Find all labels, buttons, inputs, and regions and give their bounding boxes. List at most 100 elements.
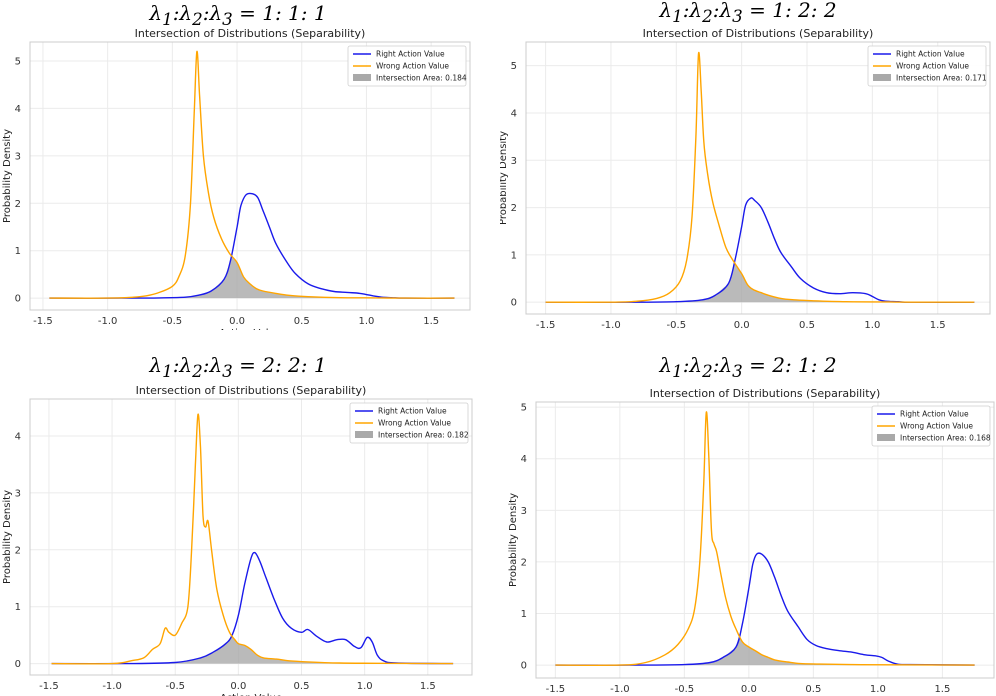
legend: Right Action Value Wrong Action Value Inte… bbox=[349, 402, 469, 444]
x-tick-label: -1.5 bbox=[546, 684, 566, 695]
chart-title: Intersection of Distributions (Separabil… bbox=[136, 384, 367, 397]
chart-svg: -1.5 -1.0 -0.5 0.0 0.5 1.0 1.5 0 1 2 3 4 5 Intersecti… bbox=[500, 27, 991, 330]
x-tick-label: -1.0 bbox=[102, 681, 122, 692]
intersection-area bbox=[545, 263, 975, 303]
x-tick-label: -0.5 bbox=[165, 681, 185, 692]
legend-right-label: Right Action Value bbox=[378, 407, 447, 416]
x-tick-label: 0.5 bbox=[294, 316, 310, 327]
wrong-action-line bbox=[545, 51, 975, 303]
chart-svg: -1.5 -1.0 -0.5 0.0 0.5 1.0 1.5 0 1 2 3 4 5 Intersecti… bbox=[2, 27, 471, 330]
chart-title: Intersection of Distributions (Separabil… bbox=[650, 387, 881, 400]
legend-intersection-swatch bbox=[355, 431, 373, 438]
legend-intersection-label: Intersection Area: 0.168 bbox=[900, 434, 991, 443]
x-axis-label: Action Value bbox=[219, 328, 281, 330]
y-tick-label: 1 bbox=[511, 250, 517, 261]
y-tick-label: 2 bbox=[521, 557, 527, 568]
legend-box bbox=[867, 45, 987, 87]
legend-right-label: Right Action Value bbox=[896, 50, 965, 59]
chart-svg: -1.5 -1.0 -0.5 0.0 0.5 1.0 1.5 0 1 2 3 4 Intersectio… bbox=[2, 384, 473, 696]
x-tick-label: -1.0 bbox=[610, 684, 630, 695]
x-tick-label: 1.5 bbox=[934, 684, 950, 695]
x-tick-label: -0.5 bbox=[675, 684, 695, 695]
right-action-line bbox=[49, 192, 455, 299]
chart-panel-2: λ1:λ2:λ3 = 1: 2: 2 -1.5 -1.0 -0.5 0.0 0.5 1.0… bbox=[500, 0, 996, 330]
legend-wrong-label: Wrong Action Value bbox=[900, 422, 973, 431]
x-tick-label: 1.0 bbox=[357, 681, 373, 692]
y-tick-label: 4 bbox=[521, 454, 527, 465]
y-tick-label: 2 bbox=[15, 545, 21, 556]
x-tick-label: -1.5 bbox=[33, 316, 53, 327]
x-tick-label: -0.5 bbox=[667, 320, 687, 330]
wrong-action-line bbox=[49, 50, 455, 299]
y-axis-label: Probability Density bbox=[2, 129, 13, 223]
wrong-action-line bbox=[51, 413, 454, 665]
legend-intersection-swatch bbox=[353, 74, 371, 81]
ratio-heading: λ1:λ2:λ3 = 2: 2: 1 bbox=[149, 353, 327, 381]
ratio-heading: λ1:λ2:λ3 = 1: 2: 2 bbox=[659, 0, 837, 26]
y-tick-label: 1 bbox=[15, 246, 21, 257]
x-tick-label: 0.5 bbox=[805, 684, 821, 695]
x-axis-label: Action Value bbox=[220, 693, 282, 696]
legend-intersection-label: Intersection Area: 0.171 bbox=[896, 74, 987, 83]
legend-wrong-label: Wrong Action Value bbox=[896, 62, 969, 71]
x-tick-label: -1.0 bbox=[98, 316, 118, 327]
y-tick-label: 4 bbox=[511, 108, 517, 119]
y-tick-label: 4 bbox=[15, 431, 21, 442]
ratio-heading: λ1:λ2:λ3 = 1: 1: 1 bbox=[149, 1, 327, 29]
legend: Right Action Value Wrong Action Value Inte… bbox=[867, 45, 987, 87]
x-tick-label: 1.0 bbox=[870, 684, 886, 695]
y-tick-label: 2 bbox=[15, 199, 21, 210]
plot-area bbox=[535, 401, 995, 679]
x-tick-label: -1.5 bbox=[39, 681, 59, 692]
plot-frame bbox=[29, 41, 471, 311]
y-axis-label: Probability Density bbox=[2, 490, 13, 584]
chart-panel-4: λ1:λ2:λ3 = 2: 1: 2 -1.5 -1.0 -0.5 0.0 0.5 1.0… bbox=[500, 352, 996, 696]
right-action-line bbox=[51, 551, 454, 665]
x-tick-label: 0.0 bbox=[741, 684, 757, 695]
y-tick-label: 2 bbox=[511, 203, 517, 214]
legend: Right Action Value Wrong Action Value Inte… bbox=[871, 405, 991, 447]
legend-wrong-label: Wrong Action Value bbox=[376, 62, 449, 71]
legend-box bbox=[871, 405, 991, 447]
x-tick-label: 0.5 bbox=[294, 681, 310, 692]
y-tick-label: 1 bbox=[521, 609, 527, 620]
chart-title: Intersection of Distributions (Separabil… bbox=[135, 27, 366, 40]
y-tick-label: 0 bbox=[15, 294, 21, 305]
y-tick-label: 0 bbox=[521, 661, 527, 672]
legend-box bbox=[347, 45, 467, 87]
x-tick-label: 1.0 bbox=[359, 316, 375, 327]
plot-frame bbox=[525, 41, 991, 315]
y-tick-label: 5 bbox=[511, 61, 517, 72]
y-tick-label: 3 bbox=[15, 151, 21, 162]
legend-intersection-swatch bbox=[877, 434, 895, 441]
y-tick-label: 5 bbox=[15, 56, 21, 67]
x-tick-label: 0.0 bbox=[230, 681, 246, 692]
chart-title: Intersection of Distributions (Separabil… bbox=[643, 27, 874, 40]
y-tick-label: 0 bbox=[511, 298, 517, 309]
x-tick-label: 0.0 bbox=[734, 320, 750, 330]
legend-right-label: Right Action Value bbox=[900, 410, 969, 419]
legend-right-label: Right Action Value bbox=[376, 50, 445, 59]
intersection-area bbox=[555, 636, 975, 666]
legend-intersection-label: Intersection Area: 0.182 bbox=[378, 431, 469, 440]
intersection-area bbox=[49, 256, 455, 299]
intersection-area bbox=[51, 635, 454, 664]
legend-wrong-label: Wrong Action Value bbox=[378, 419, 451, 428]
legend-box bbox=[349, 402, 469, 444]
chart-panel-1: λ1:λ2:λ3 = 1: 1: 1 -1.5 -1.0 -0.5 0.0 0.5 1.0… bbox=[0, 0, 476, 330]
legend: Right Action Value Wrong Action Value Inte… bbox=[347, 45, 467, 87]
x-tick-label: 0.0 bbox=[229, 316, 245, 327]
y-tick-label: 3 bbox=[511, 156, 517, 167]
x-tick-label: 1.0 bbox=[864, 320, 880, 330]
chart-panel-3: λ1:λ2:λ3 = 2: 2: 1 -1.5 -1.0 -0.5 0.0 0.5 1.0… bbox=[0, 352, 476, 696]
wrong-action-line bbox=[555, 411, 975, 666]
y-tick-label: 0 bbox=[15, 659, 21, 670]
right-action-line bbox=[545, 197, 975, 303]
y-tick-label: 3 bbox=[15, 488, 21, 499]
plot-frame bbox=[535, 401, 995, 679]
plot-area bbox=[29, 398, 473, 676]
x-tick-label: -1.5 bbox=[536, 320, 556, 330]
x-tick-label: 1.5 bbox=[930, 320, 946, 330]
legend-intersection-label: Intersection Area: 0.184 bbox=[376, 74, 467, 83]
plot-frame bbox=[29, 398, 473, 676]
